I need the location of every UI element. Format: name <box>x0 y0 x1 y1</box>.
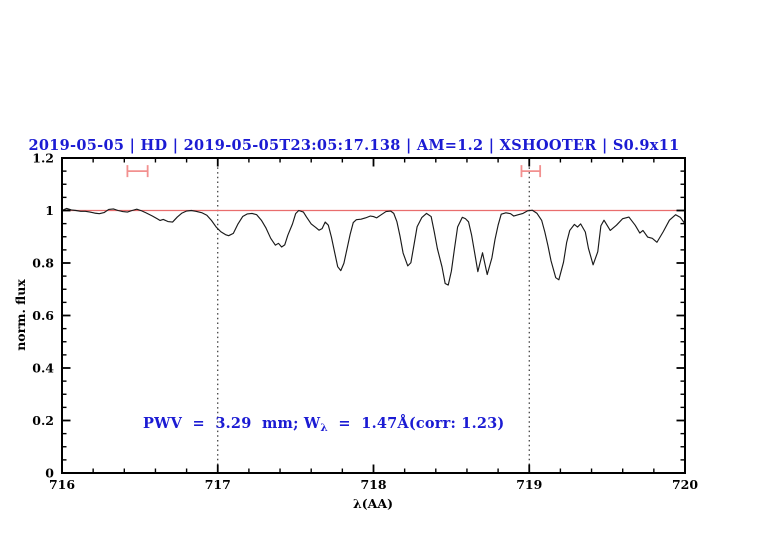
y-axis-label: norm. flux <box>13 279 28 351</box>
y-tick-label: 0.6 <box>32 308 54 323</box>
error-bar-2 <box>520 165 542 178</box>
y-tick-label: 0.4 <box>32 361 54 376</box>
axis-ticks-layer <box>61 157 686 474</box>
pwv-annotation-text: PWV = 3.29 mm; W <box>143 415 321 432</box>
chart-title: 2019-05-05 | HD | 2019-05-05T23:05:17.13… <box>28 137 679 154</box>
x-tick-label: 720 <box>672 477 698 492</box>
x-tick-label: 716 <box>49 477 75 492</box>
y-tick-label: 1 <box>45 203 54 218</box>
x-axis-label: λ(AA) <box>353 496 393 511</box>
equivalent-width-text: = 1.47Å(corr: 1.23) <box>328 414 505 432</box>
x-tick-label: 719 <box>516 477 542 492</box>
y-tick-label: 0.2 <box>32 413 54 428</box>
y-tick-label: 0 <box>45 466 54 481</box>
spectrum-line <box>61 207 686 286</box>
y-tick-label: 0.8 <box>32 256 54 271</box>
x-tick-label: 717 <box>205 477 231 492</box>
x-tick-label: 718 <box>360 477 386 492</box>
tick-labels-layer: 716 717 718 719 720 0 0.2 0.4 0.6 0.8 1 1.2 <box>32 151 698 493</box>
spectrum-curve-layer <box>61 207 686 286</box>
error-bar-1 <box>126 165 149 178</box>
pwv-annotation: PWV = 3.29 mm; Wλ = 1.47Å(corr: 1.23) <box>143 414 504 434</box>
y-tick-label: 1.2 <box>32 151 54 166</box>
lambda-subscript: λ <box>320 422 328 434</box>
